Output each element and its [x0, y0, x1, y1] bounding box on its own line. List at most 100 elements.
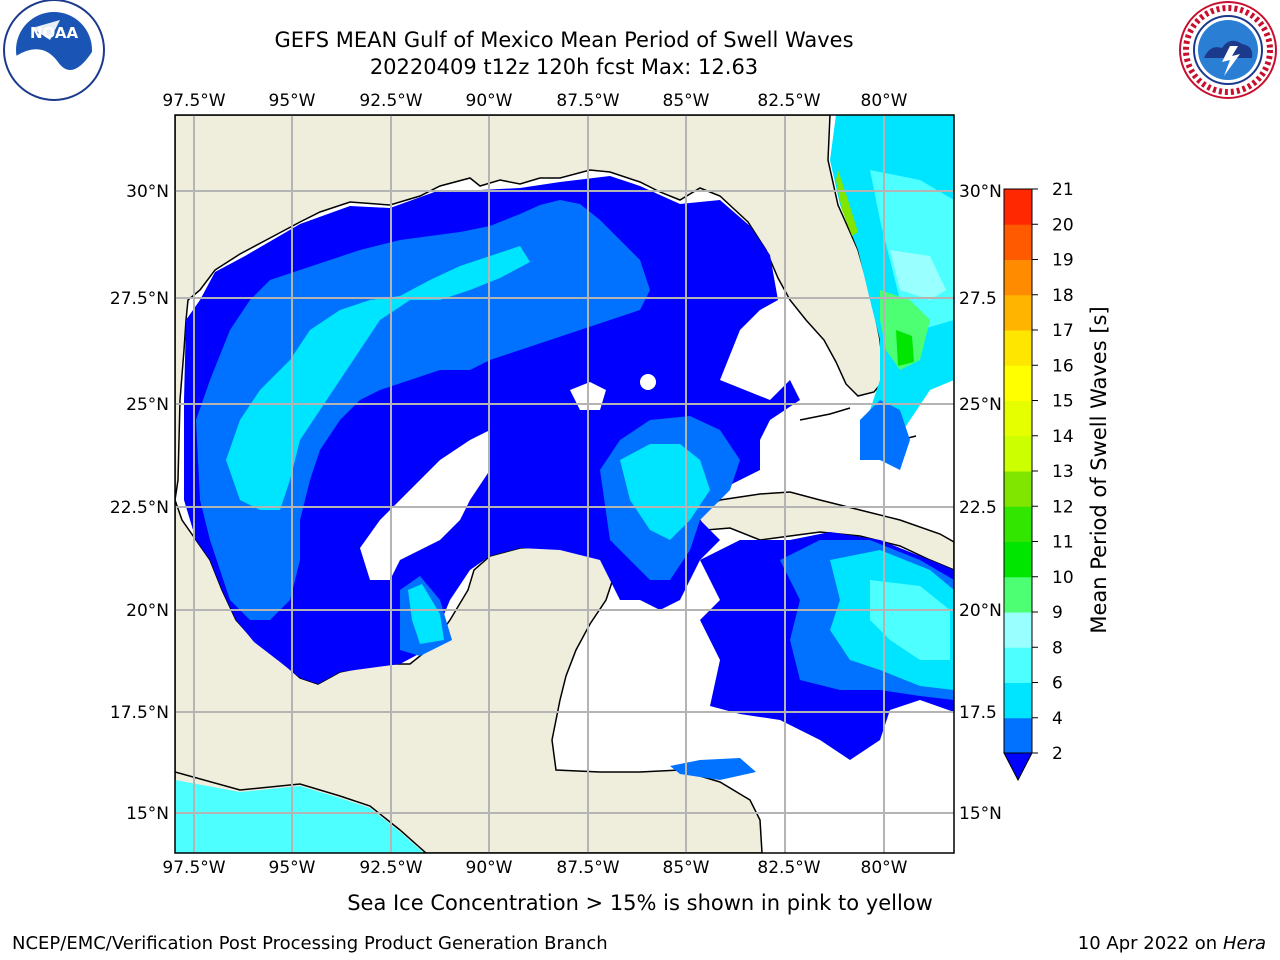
lat-label: 30°N: [959, 182, 1002, 202]
footer-host: Hera: [1222, 933, 1266, 954]
florida-nearshore-swell: [836, 170, 858, 236]
central-america-pacific-coast: [175, 771, 427, 853]
colorbar-segment: [1004, 294, 1032, 331]
colorbar-tick-label: 17: [1052, 321, 1074, 341]
colorbar-tick-label: 6: [1052, 674, 1063, 694]
lat-label: 25°N: [126, 395, 169, 415]
gulf-swell-2-4: [196, 200, 650, 620]
caribbean-swell-6-8: [870, 580, 950, 660]
lat-label: 22.5: [959, 498, 997, 518]
map-frame: [174, 114, 955, 854]
colorbar-segment: [1004, 506, 1032, 542]
colorbar-tick-label: 4: [1052, 709, 1063, 729]
lat-label: 30°N: [126, 182, 169, 202]
lon-label: 92.5°W: [359, 858, 422, 878]
colorbar-segment: [1004, 330, 1032, 366]
footer-date-text: 10 Apr 2022 on: [1077, 933, 1223, 954]
lon-label: 85°W: [663, 858, 710, 878]
lon-label: 95°W: [269, 858, 316, 878]
us-gulf-coast: [175, 115, 885, 501]
colorbar-tick-label: 2: [1052, 744, 1063, 764]
lon-label: 82.5°W: [757, 858, 820, 878]
colorbar-segment: [1004, 400, 1032, 437]
colorbar-tick-label: 11: [1052, 533, 1074, 553]
colorbar-under-extension: [1003, 752, 1033, 782]
colorbar-segment: [1004, 647, 1032, 683]
colorbar-tick-label: 21: [1052, 180, 1074, 200]
lat-label: 22.5°N: [110, 498, 169, 518]
chart-title: GEFS MEAN Gulf of Mexico Mean Period of …: [274, 28, 854, 52]
campeche-swell-4-6: [408, 584, 444, 644]
sea-ice-note: Sea Ice Concentration > 15% is shown in …: [347, 891, 933, 915]
atlantic-swell-8-9: [890, 250, 946, 300]
footer-date: 10 Apr 2022 on Hera: [1078, 933, 1266, 954]
colorbar-tick-label: 10: [1052, 568, 1074, 588]
colorbar-segment: [1004, 435, 1032, 472]
colorbar-tick-label: 16: [1052, 356, 1074, 376]
lon-label: 97.5°W: [162, 858, 225, 878]
colorbar-segment: [1004, 612, 1032, 648]
lon-label: 92.5°W: [359, 91, 422, 111]
lat-label: 27.5°N: [110, 289, 169, 309]
lon-labels-top: 97.5°W 95°W 92.5°W 90°W 87.5°W 85°W 82.5…: [162, 91, 907, 111]
colorbar-tick-label: 19: [1052, 251, 1074, 271]
lat-label: 25°N: [959, 395, 1002, 415]
colorbar-segment: [1004, 224, 1032, 260]
colorbar-tick-label: 9: [1052, 603, 1063, 623]
lat-label: 15°N: [959, 804, 1002, 824]
pacific-swell: [175, 780, 424, 853]
honduras-swell: [670, 758, 756, 780]
lon-labels-bottom: 97.5°W 95°W 92.5°W 90°W 87.5°W 85°W 82.5…: [162, 858, 907, 878]
colorbar-segment: [1004, 682, 1032, 719]
map-panel: [175, 115, 954, 853]
colorbar-segment: [1004, 541, 1032, 578]
lon-label: 87.5°W: [556, 91, 619, 111]
lat-label: 20°N: [959, 601, 1002, 621]
lon-label: 80°W: [861, 91, 908, 111]
colorbar-tick-label: 18: [1052, 286, 1074, 306]
colorbar-tick-label: 12: [1052, 497, 1074, 517]
atlantic-swell-9-10: [880, 290, 930, 370]
lat-labels-right: 30°N 27.5 25°N 22.5 20°N 17.5 15°N: [959, 182, 1002, 824]
lon-label: 85°W: [663, 91, 710, 111]
colorbar-label: Mean Period of Swell Waves [s]: [1087, 306, 1111, 633]
footer-credit: NCEP/EMC/Verification Post Processing Pr…: [12, 933, 608, 954]
lon-label: 82.5°W: [757, 91, 820, 111]
yucatan-swell-4-6: [620, 444, 710, 540]
colorbar-tick-label: 8: [1052, 638, 1063, 658]
colorbar-segment: [1004, 259, 1032, 296]
colorbar-tick-label: 13: [1052, 462, 1074, 482]
colorbar-segment: [1004, 365, 1032, 401]
lon-label: 80°W: [861, 858, 908, 878]
lat-labels-left: 30°N 27.5°N 25°N 22.5°N 20°N 17.5°N 15°N: [110, 182, 169, 824]
nws-logo-icon: [1179, 1, 1277, 99]
gulf-swell-4-6: [226, 246, 530, 510]
lon-label: 90°W: [466, 858, 513, 878]
colorbar-segment: [1004, 189, 1032, 225]
lat-label: 27.5: [959, 289, 997, 309]
colorbar-tick-label: 20: [1052, 215, 1074, 235]
graticule: [175, 115, 954, 853]
noaa-logo-icon: NOAA: [3, 0, 105, 101]
lat-label: 17.5°N: [110, 703, 169, 723]
lon-label: 97.5°W: [162, 91, 225, 111]
colorbar-segment: [1004, 471, 1032, 507]
lon-label: 87.5°W: [556, 858, 619, 878]
colorbar-segment: [1004, 576, 1032, 613]
colorbar-tick-label: 15: [1052, 392, 1074, 412]
colorbar-segment: [1004, 717, 1032, 754]
missing-data-3: [640, 374, 656, 390]
colorbar-tick-label: 14: [1052, 427, 1074, 447]
lon-label: 90°W: [466, 91, 513, 111]
noaa-logo-text: NOAA: [30, 24, 79, 42]
colorbar: 2 4 6 8 9 10 11 12 13 14 15 16 17 18 19 20 21: [1003, 180, 1074, 782]
florida-keys: [799, 407, 851, 421]
atlantic-swell-10-11: [896, 330, 914, 366]
lat-label: 15°N: [126, 804, 169, 824]
lon-label: 95°W: [269, 91, 316, 111]
lat-label: 20°N: [126, 601, 169, 621]
missing-data-1: [360, 430, 490, 580]
chart-subtitle: 20220409 t12z 120h fcst Max: 12.63: [369, 55, 759, 79]
lat-label: 17.5: [959, 703, 997, 723]
